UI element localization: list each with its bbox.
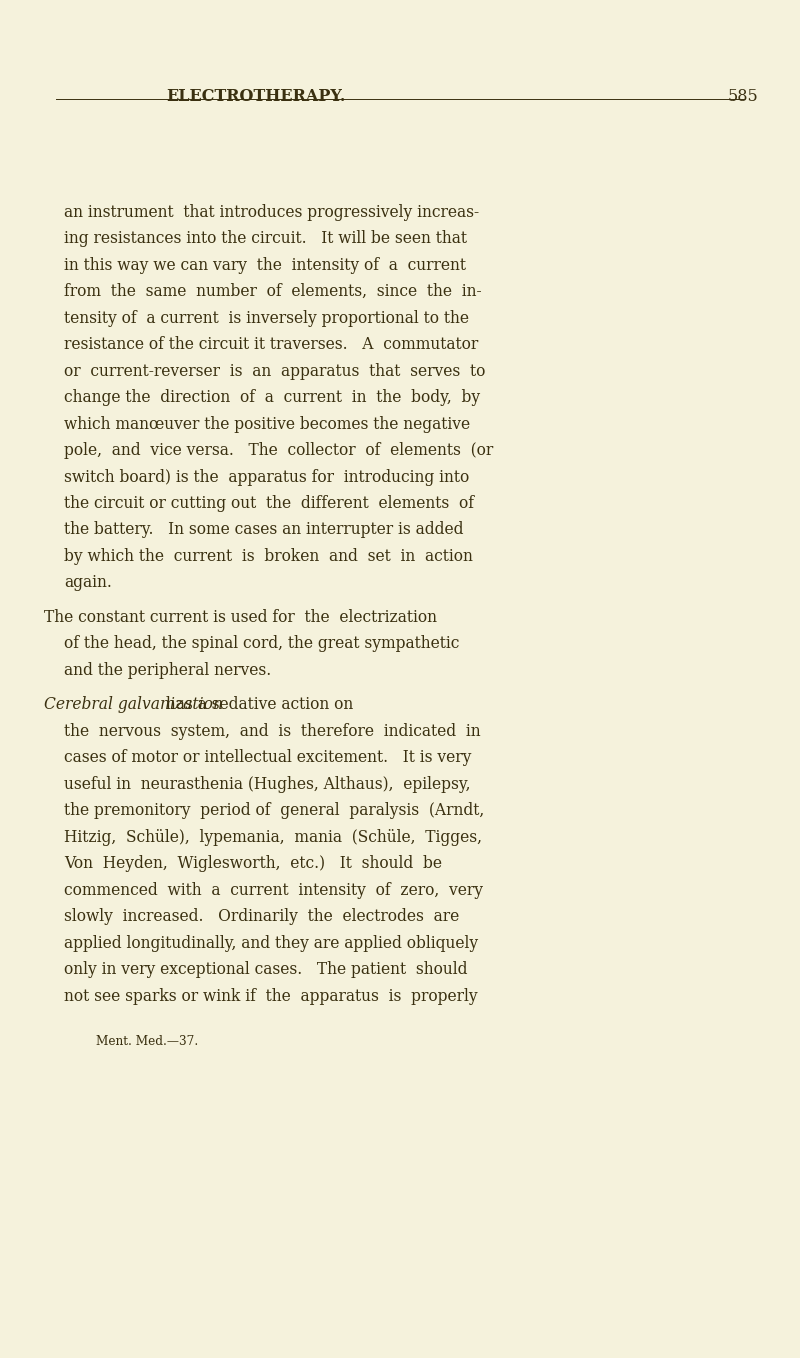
Text: and the peripheral nerves.: and the peripheral nerves. [64,661,271,679]
Text: not see sparks or wink if  the  apparatus  is  properly: not see sparks or wink if the apparatus … [64,987,478,1005]
Text: ELECTROTHERAPY.: ELECTROTHERAPY. [166,88,346,106]
Text: the battery.   In some cases an interrupter is added: the battery. In some cases an interrupte… [64,521,463,539]
Text: of the head, the spinal cord, the great sympathetic: of the head, the spinal cord, the great … [64,636,459,652]
Text: or  current-reverser  is  an  apparatus  that  serves  to: or current-reverser is an apparatus that… [64,363,486,380]
Text: 585: 585 [728,88,758,106]
Text: again.: again. [64,574,112,592]
Text: only in very exceptional cases.   The patient  should: only in very exceptional cases. The pati… [64,961,467,978]
Text: an instrument  that introduces progressively increas-: an instrument that introduces progressiv… [64,204,479,221]
Text: Cerebral galvanization: Cerebral galvanization [44,697,223,713]
Text: switch board) is the  apparatus for  introducing into: switch board) is the apparatus for intro… [64,469,470,486]
Text: Hitzig,  Schüle),  lypemania,  mania  (Schüle,  Tigges,: Hitzig, Schüle), lypemania, mania (Schül… [64,828,482,846]
Text: The constant current is used for  the  electrization: The constant current is used for the ele… [44,608,437,626]
Text: from  the  same  number  of  elements,  since  the  in-: from the same number of elements, since … [64,282,482,300]
Text: commenced  with  a  current  intensity  of  zero,  very: commenced with a current intensity of ze… [64,881,483,899]
Text: change the  direction  of  a  current  in  the  body,  by: change the direction of a current in the… [64,388,480,406]
Text: in this way we can vary  the  intensity of  a  current: in this way we can vary the intensity of… [64,257,466,274]
Text: resistance of the circuit it traverses.   A  commutator: resistance of the circuit it traverses. … [64,335,478,353]
Text: Ment. Med.—37.: Ment. Med.—37. [96,1035,198,1048]
Text: the premonitory  period of  general  paralysis  (Arndt,: the premonitory period of general paraly… [64,803,484,819]
Text: pole,  and  vice versa.   The  collector  of  elements  (or: pole, and vice versa. The collector of e… [64,441,494,459]
Text: tensity of  a current  is inversely proportional to the: tensity of a current is inversely propor… [64,310,469,327]
Text: which manœuver the positive becomes the negative: which manœuver the positive becomes the … [64,416,470,433]
Text: has a sedative action on: has a sedative action on [161,697,353,713]
Text: cases of motor or intellectual excitement.   It is very: cases of motor or intellectual excitemen… [64,750,471,766]
Text: ing resistances into the circuit.   It will be seen that: ing resistances into the circuit. It wil… [64,231,467,247]
Text: Von  Heyden,  Wiglesworth,  etc.)   It  should  be: Von Heyden, Wiglesworth, etc.) It should… [64,856,442,872]
Text: useful in  neurasthenia (Hughes, Althaus),  epilepsy,: useful in neurasthenia (Hughes, Althaus)… [64,775,470,793]
Text: applied longitudinally, and they are applied obliquely: applied longitudinally, and they are app… [64,934,478,952]
Text: the circuit or cutting out  the  different  elements  of: the circuit or cutting out the different… [64,494,474,512]
Text: the  nervous  system,  and  is  therefore  indicated  in: the nervous system, and is therefore ind… [64,722,481,740]
Text: by which the  current  is  broken  and  set  in  action: by which the current is broken and set i… [64,547,473,565]
Text: slowly  increased.   Ordinarily  the  electrodes  are: slowly increased. Ordinarily the electro… [64,909,459,925]
